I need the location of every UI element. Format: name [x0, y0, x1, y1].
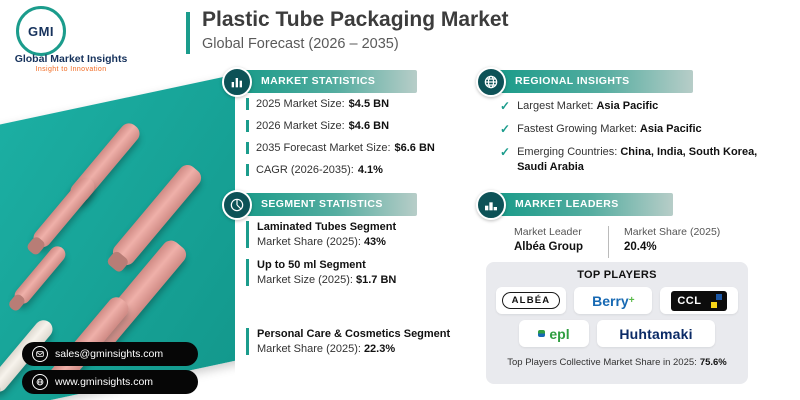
page-title: Plastic Tube Packaging Market	[202, 8, 509, 31]
top-players-panel: TOP PLAYERS ALBÉA Berry + CCL epl Huhtama…	[486, 262, 748, 384]
player-name: Huhtamaki	[619, 325, 693, 342]
segment-label: Market Size (2025):	[257, 274, 353, 286]
segment-value: 22.3%	[363, 343, 396, 355]
title-separator	[186, 12, 190, 54]
leader-divider	[608, 226, 609, 258]
gmi-logo-text: GMI	[27, 23, 55, 39]
segment-statistics-header: SEGMENT STATISTICS	[237, 193, 417, 216]
player-name: Berry	[592, 292, 629, 309]
stat-row-2035: 2035 Forecast Market Size: $6.6 BN	[246, 142, 435, 154]
stat-row-2026: 2026 Market Size: $4.6 BN	[246, 120, 389, 132]
epl-mark	[538, 330, 546, 337]
top-players-title: TOP PLAYERS	[577, 269, 657, 281]
regional-label: Largest Market:	[517, 100, 594, 112]
segment-item-50ml: Up to 50 ml Segment Market Size (2025): $…	[246, 259, 396, 286]
player-name: ALBÉA	[501, 292, 561, 309]
regional-value: China, India, South Korea, Saudi Arabia	[517, 146, 758, 173]
stat-value: $4.6 BN	[348, 120, 390, 132]
website-contact[interactable]: www.gminsights.com	[22, 370, 198, 394]
share-label: Market Share (2025)	[624, 226, 721, 238]
ccl-square-yellow	[711, 301, 718, 308]
segment-value: 43%	[363, 236, 386, 248]
regional-insights-icon	[476, 67, 506, 97]
bullet-bar	[246, 328, 249, 355]
stat-row-2025: 2025 Market Size: $4.5 BN	[246, 98, 389, 110]
bullet-bar	[246, 120, 249, 132]
collective-share: Top Players Collective Market Share in 2…	[507, 357, 727, 368]
segment-label: Market Share (2025):	[257, 343, 361, 355]
market-statistics-icon	[222, 67, 252, 97]
top-players-row-1: ALBÉA Berry + CCL	[495, 287, 739, 314]
stat-row-cagr: CAGR (2026-2035): 4.1%	[246, 164, 383, 176]
stat-value: 4.1%	[357, 164, 383, 176]
berry-plus: +	[628, 295, 635, 306]
check-icon: ✓	[500, 145, 511, 159]
market-leader-block: Market Leader Albéa Group	[514, 226, 583, 253]
segment-title: Up to 50 ml Segment	[257, 259, 366, 271]
stat-label: 2026 Market Size:	[256, 120, 345, 132]
segment-label: Market Share (2025):	[257, 236, 361, 248]
player-logo-huhtamaki: Huhtamaki	[597, 320, 715, 347]
market-statistics-header: MARKET STATISTICS	[237, 70, 417, 93]
player-name: CCL	[677, 294, 702, 307]
email-text: sales@gminsights.com	[55, 348, 164, 360]
player-logo-ccl: CCL	[660, 287, 739, 314]
market-share-block: Market Share (2025) 20.4%	[624, 226, 720, 253]
player-logo-albea: ALBÉA	[495, 287, 567, 314]
segment-item-laminated: Laminated Tubes Segment Market Share (20…	[246, 221, 396, 248]
segment-statistics-icon	[222, 190, 252, 220]
bullet-bar	[246, 98, 249, 110]
ccl-square-blue	[716, 293, 723, 300]
check-icon: ✓	[500, 99, 511, 113]
page-subtitle: Global Forecast (2026 – 2035)	[202, 36, 399, 52]
segment-value: $1.7 BN	[355, 274, 397, 286]
email-icon	[32, 346, 48, 362]
email-contact[interactable]: sales@gminsights.com	[22, 342, 198, 366]
regional-value: Asia Pacific	[639, 123, 702, 135]
website-text: www.gminsights.com	[55, 376, 154, 388]
bullet-bar	[246, 221, 249, 248]
regional-label: Fastest Growing Market:	[517, 123, 637, 135]
gmi-logo: GMI	[16, 6, 66, 56]
top-players-row-2: epl Huhtamaki	[519, 320, 715, 347]
regional-value: Asia Pacific	[596, 100, 659, 112]
stat-label: 2025 Market Size:	[256, 98, 345, 110]
stat-value: $4.5 BN	[348, 98, 390, 110]
stat-label: CAGR (2026-2035):	[256, 164, 354, 176]
leader-name: Albéa Group	[514, 241, 584, 253]
market-leaders-header: MARKET LEADERS	[491, 193, 673, 216]
player-name: epl	[549, 325, 570, 342]
company-name: Global Market Insights	[14, 53, 128, 65]
collective-share-value: 75.6%	[699, 357, 727, 368]
player-logo-epl: epl	[519, 320, 589, 347]
segment-title: Personal Care & Cosmetics Segment	[257, 328, 451, 340]
bullet-bar	[246, 142, 249, 154]
bullet-bar	[246, 164, 249, 176]
check-icon: ✓	[500, 122, 511, 136]
regional-label: Emerging Countries:	[517, 146, 618, 158]
segment-title: Laminated Tubes Segment	[257, 221, 397, 233]
share-value: 20.4%	[624, 241, 657, 253]
stat-label: 2035 Forecast Market Size:	[256, 142, 391, 154]
bullet-bar	[246, 259, 249, 286]
stat-value: $6.6 BN	[394, 142, 435, 154]
regional-row-fastest: ✓ Fastest Growing Market: Asia Pacific	[500, 122, 780, 137]
regional-row-emerging: ✓ Emerging Countries: China, India, South…	[500, 145, 772, 175]
market-leaders-icon	[476, 190, 506, 220]
player-logo-berry: Berry +	[574, 287, 653, 314]
company-tagline: Insight to Innovation	[35, 66, 107, 73]
leader-label: Market Leader	[514, 226, 582, 238]
regional-insights-header: REGIONAL INSIGHTS	[491, 70, 693, 93]
regional-row-largest: ✓ Largest Market: Asia Pacific	[500, 99, 780, 114]
segment-item-personal-care: Personal Care & Cosmetics Segment Market…	[246, 328, 450, 355]
collective-share-label: Top Players Collective Market Share in 2…	[507, 357, 697, 368]
globe-icon	[32, 374, 48, 390]
ccl-badge: CCL	[671, 290, 728, 311]
